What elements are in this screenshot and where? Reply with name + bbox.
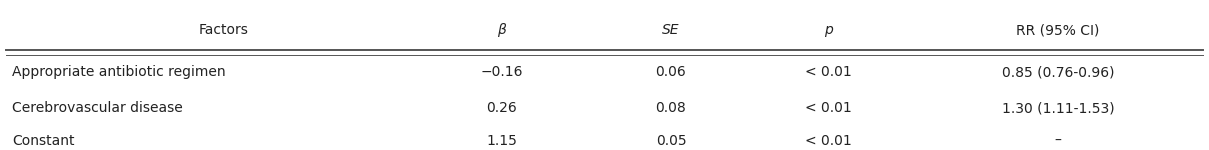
Text: 1.15: 1.15 xyxy=(486,134,517,148)
Text: 0.05: 0.05 xyxy=(655,134,687,148)
Text: 0.08: 0.08 xyxy=(655,101,687,115)
Text: Factors: Factors xyxy=(198,23,249,37)
Text: SE: SE xyxy=(663,23,679,37)
Text: 0.85 (0.76-0.96): 0.85 (0.76-0.96) xyxy=(1001,65,1115,79)
Text: p: p xyxy=(823,23,833,37)
Text: RR (95% CI): RR (95% CI) xyxy=(1017,23,1099,37)
Text: β: β xyxy=(497,23,507,37)
Text: Appropriate antibiotic regimen: Appropriate antibiotic regimen xyxy=(12,65,226,79)
Text: 0.06: 0.06 xyxy=(655,65,687,79)
Text: Constant: Constant xyxy=(12,134,75,148)
Text: Cerebrovascular disease: Cerebrovascular disease xyxy=(12,101,183,115)
Text: < 0.01: < 0.01 xyxy=(805,134,851,148)
Text: 1.30 (1.11-1.53): 1.30 (1.11-1.53) xyxy=(1001,101,1115,115)
Text: −0.16: −0.16 xyxy=(480,65,523,79)
Text: 0.26: 0.26 xyxy=(486,101,517,115)
Text: –: – xyxy=(1054,134,1062,148)
Text: < 0.01: < 0.01 xyxy=(805,65,851,79)
Text: < 0.01: < 0.01 xyxy=(805,101,851,115)
